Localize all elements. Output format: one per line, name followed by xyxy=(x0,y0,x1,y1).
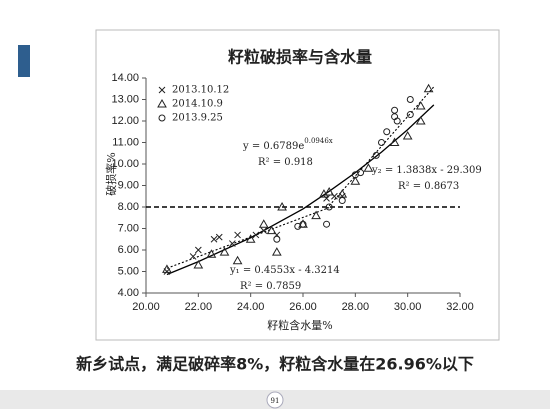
x-axis-label: 籽粒含水量% xyxy=(267,318,332,332)
chart-frame xyxy=(95,29,500,341)
y-tick-label: 8.00 xyxy=(118,201,139,213)
point xyxy=(258,219,269,228)
point xyxy=(393,117,401,125)
point xyxy=(299,220,307,228)
annotation: y = 0.6789e0.0946x xyxy=(242,137,333,152)
y-tick-label: 5.00 xyxy=(118,265,139,277)
point xyxy=(325,203,333,211)
point xyxy=(277,201,287,211)
point xyxy=(389,137,400,146)
y-axis-label: 破损率% xyxy=(104,152,118,195)
point xyxy=(271,247,282,256)
point xyxy=(210,235,218,243)
legend-marker xyxy=(157,98,167,108)
legend-entry: 2013.9.25 xyxy=(158,113,223,124)
legend-marker xyxy=(158,114,166,122)
fit-line xyxy=(326,86,435,210)
annotation-text: R² = 0.918 xyxy=(258,157,313,168)
legend-label: 2014.10.9 xyxy=(172,99,223,110)
legend-entry: 2014.10.9 xyxy=(157,98,223,110)
annotation-text: y₁ = 0.4553x - 4.3214 xyxy=(229,265,340,276)
point xyxy=(189,253,197,260)
point xyxy=(323,195,330,202)
y-tick-label: 12.00 xyxy=(111,115,139,127)
point xyxy=(423,83,434,93)
chart-title: 籽粒破损率与含水量 xyxy=(228,48,372,67)
y-tick-label: 11.00 xyxy=(112,136,139,148)
point xyxy=(260,227,268,235)
point xyxy=(206,249,217,258)
y-tick-label: 10.00 xyxy=(111,158,139,170)
point xyxy=(372,151,380,159)
annotation-superscript: 0.0946x xyxy=(304,137,332,145)
annotation: y₁ = 0.4553x - 4.3214 xyxy=(229,265,340,276)
point xyxy=(338,197,346,205)
point xyxy=(215,233,223,241)
y-tick-label: 9.00 xyxy=(118,179,139,191)
point xyxy=(311,210,321,220)
x-tick-label: 20.00 xyxy=(132,301,160,313)
point xyxy=(234,231,241,239)
fit-line xyxy=(166,207,330,269)
annotation-text: y = 0.6789e xyxy=(242,141,304,152)
x-tick-label: 26.00 xyxy=(289,301,317,313)
point xyxy=(266,225,277,235)
x-tick-label: 32.00 xyxy=(446,301,474,313)
point xyxy=(162,264,172,273)
accent-bar xyxy=(18,45,30,77)
annotation: R² = 0.7859 xyxy=(240,281,301,292)
y-tick-label: 6.00 xyxy=(118,244,139,256)
annotation: R² = 0.8673 xyxy=(398,181,459,192)
page-badge xyxy=(266,391,284,409)
fit-line xyxy=(166,104,435,276)
point xyxy=(402,131,413,140)
caption: 新乡试点，满足破碎率8%，籽粒含水量在26.96%以下 xyxy=(76,355,474,374)
x-tick-label: 22.00 xyxy=(185,301,213,313)
annotation: y₂ = 1.3838x - 29.309 xyxy=(371,165,482,176)
point xyxy=(350,176,361,185)
y-tick-label: 14.00 xyxy=(111,72,139,84)
legend-label: 2013.9.25 xyxy=(172,113,223,124)
point xyxy=(245,234,256,243)
x-tick-label: 28.00 xyxy=(342,301,370,313)
x-tick-label: 24.00 xyxy=(237,301,265,313)
annotation-text: y₂ = 1.3838x - 29.309 xyxy=(371,165,482,176)
annotation: R² = 0.918 xyxy=(258,157,313,168)
point xyxy=(273,235,281,243)
y-tick-label: 4.00 xyxy=(118,287,139,299)
point xyxy=(406,111,414,119)
point xyxy=(194,246,202,254)
point xyxy=(378,139,385,146)
page-number: 91 xyxy=(271,397,280,405)
point xyxy=(232,255,243,265)
point xyxy=(228,240,236,247)
annotation-text: R² = 0.7859 xyxy=(240,281,301,292)
point xyxy=(219,247,230,256)
x-tick-label: 30.00 xyxy=(394,301,422,313)
legend-label: 2013.10.12 xyxy=(172,85,229,96)
point xyxy=(357,169,365,177)
annotation-text: R² = 0.8673 xyxy=(398,181,459,192)
point xyxy=(415,115,426,125)
point xyxy=(415,100,426,110)
point xyxy=(193,260,204,269)
point xyxy=(363,163,374,172)
y-tick-label: 7.00 xyxy=(118,222,139,234)
point xyxy=(252,231,260,239)
point xyxy=(383,128,391,136)
point xyxy=(324,186,335,196)
point xyxy=(323,220,331,228)
legend-entry: 2013.10.12 xyxy=(158,85,229,96)
point xyxy=(406,96,414,103)
legend-marker xyxy=(158,86,166,94)
y-tick-label: 13.00 xyxy=(111,93,139,105)
point xyxy=(391,106,399,114)
